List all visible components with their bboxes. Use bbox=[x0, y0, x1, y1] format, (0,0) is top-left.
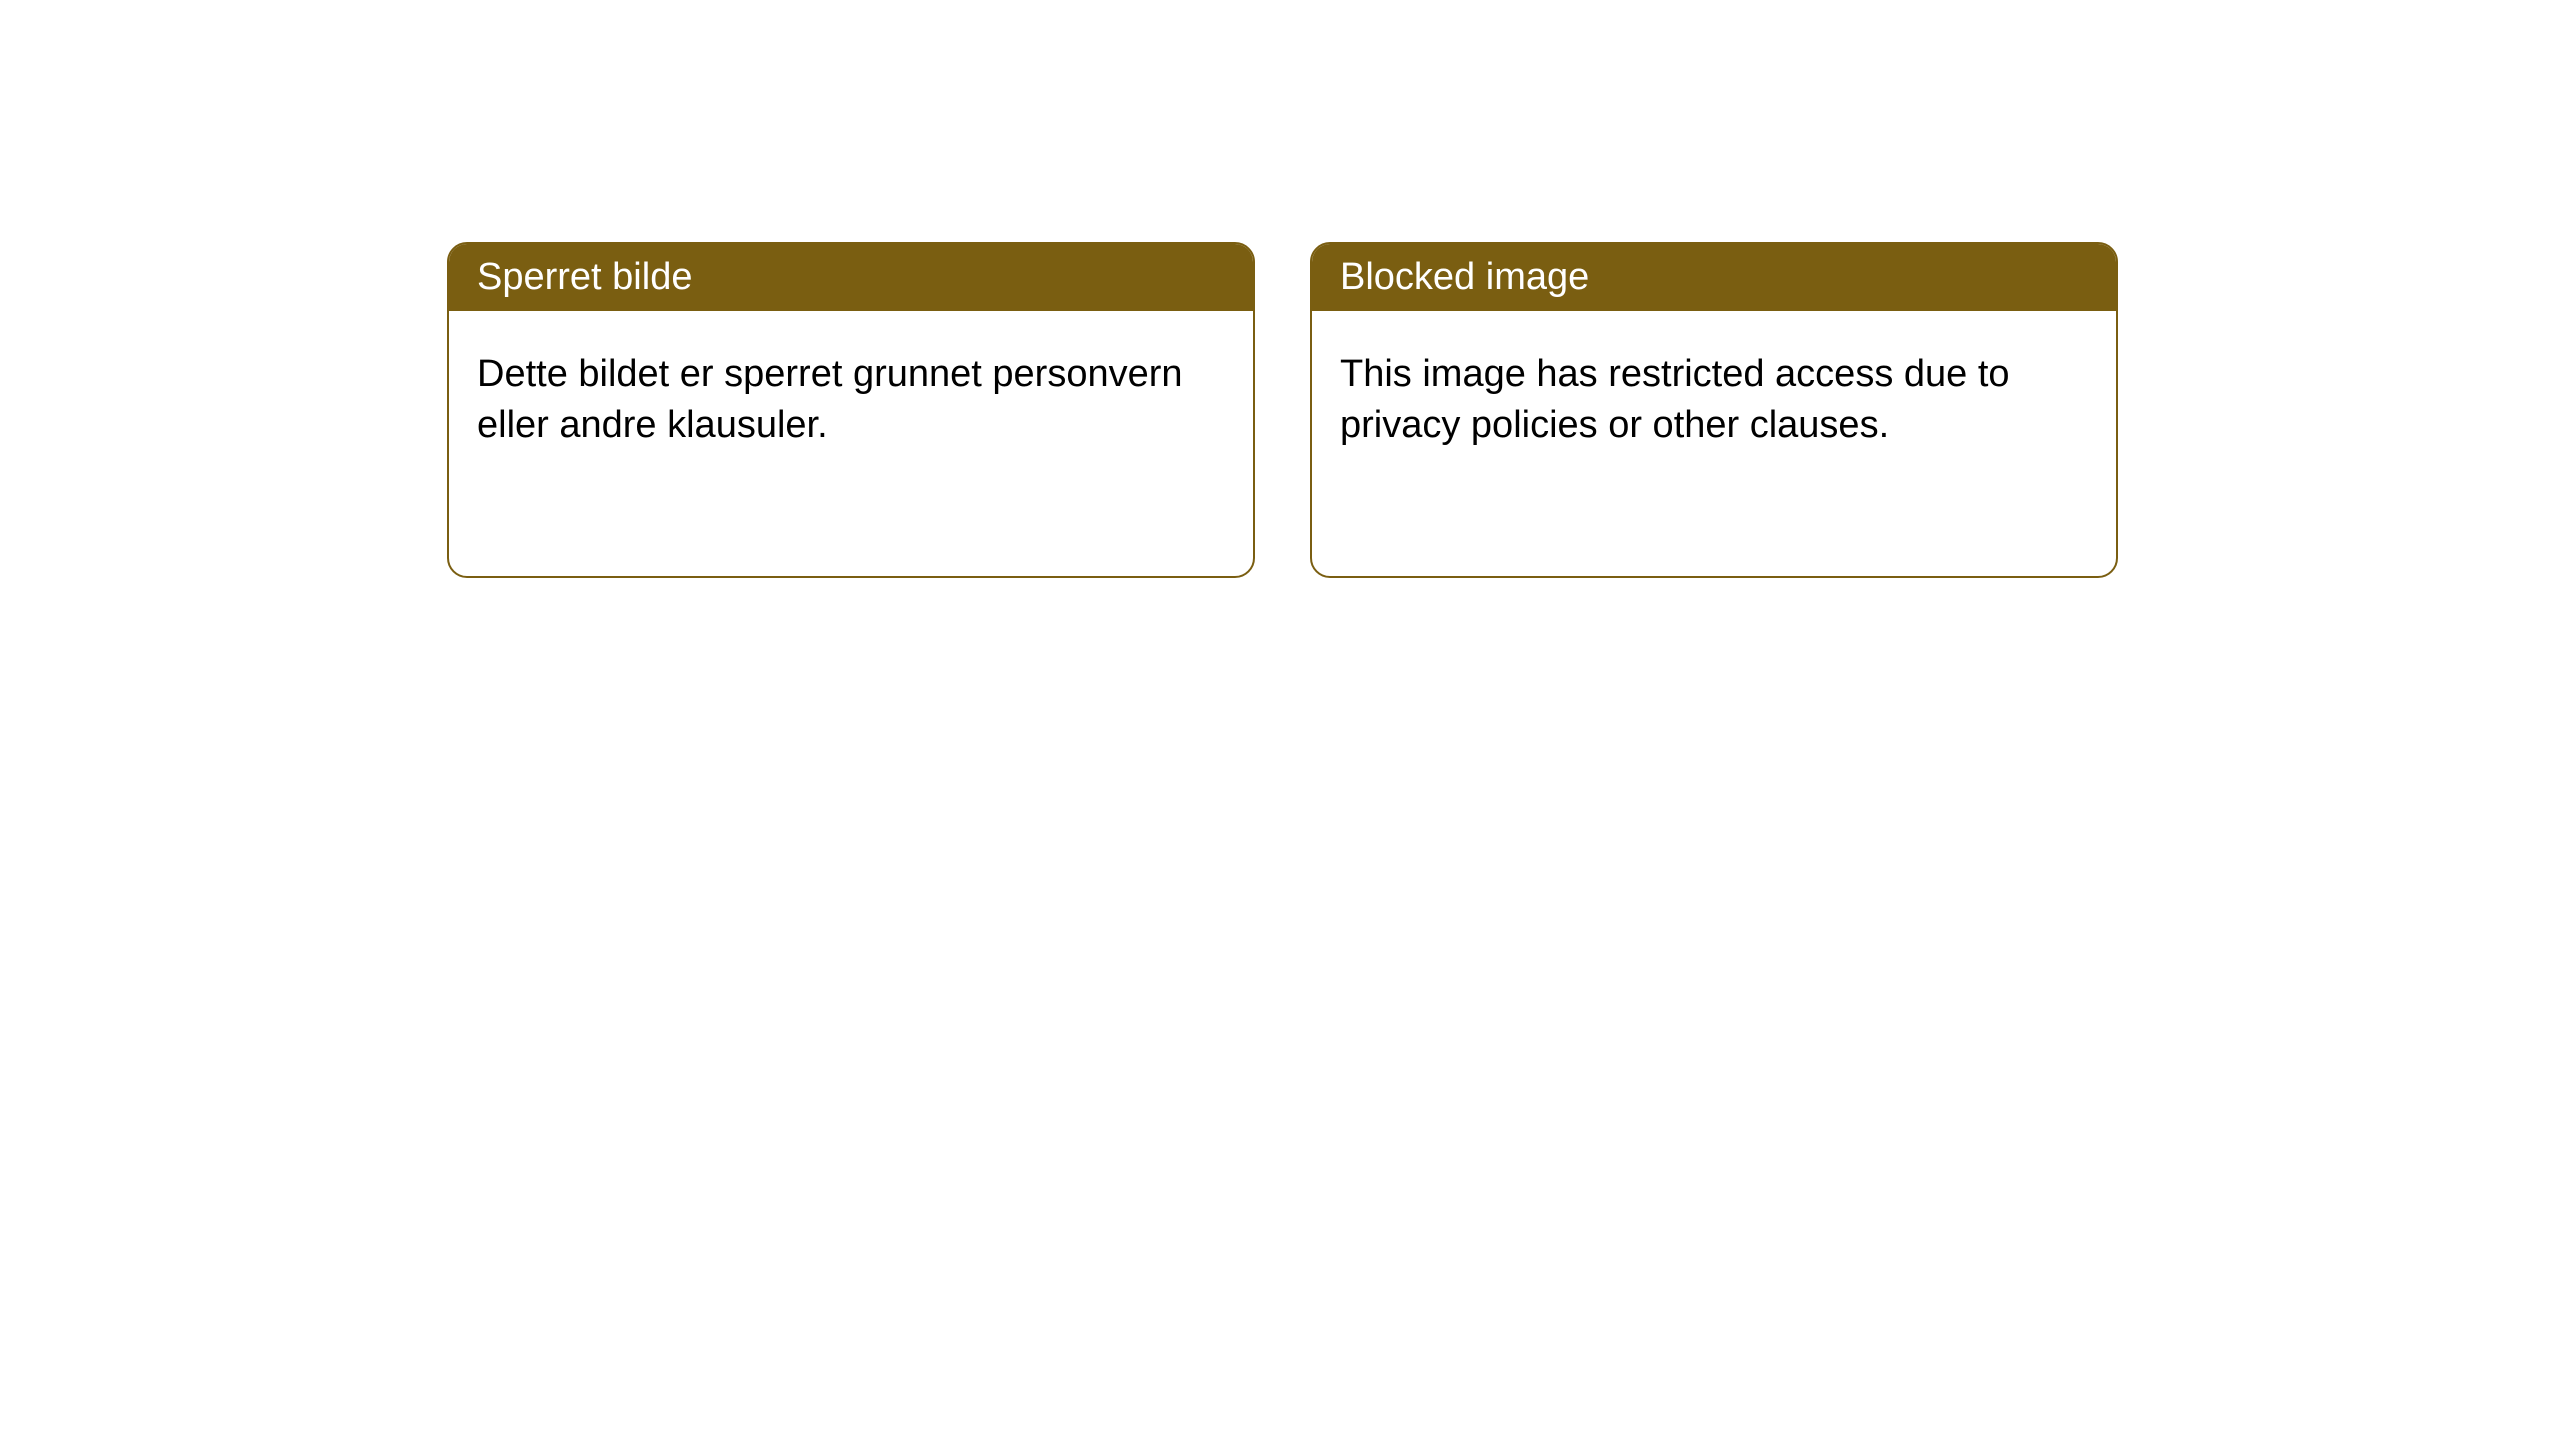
notice-title-en: Blocked image bbox=[1312, 244, 2116, 311]
notice-container: Sperret bilde Dette bildet er sperret gr… bbox=[0, 0, 2560, 578]
notice-body-no: Dette bildet er sperret grunnet personve… bbox=[449, 311, 1253, 490]
notice-card-no: Sperret bilde Dette bildet er sperret gr… bbox=[447, 242, 1255, 578]
notice-card-en: Blocked image This image has restricted … bbox=[1310, 242, 2118, 578]
notice-body-en: This image has restricted access due to … bbox=[1312, 311, 2116, 490]
notice-title-no: Sperret bilde bbox=[449, 244, 1253, 311]
